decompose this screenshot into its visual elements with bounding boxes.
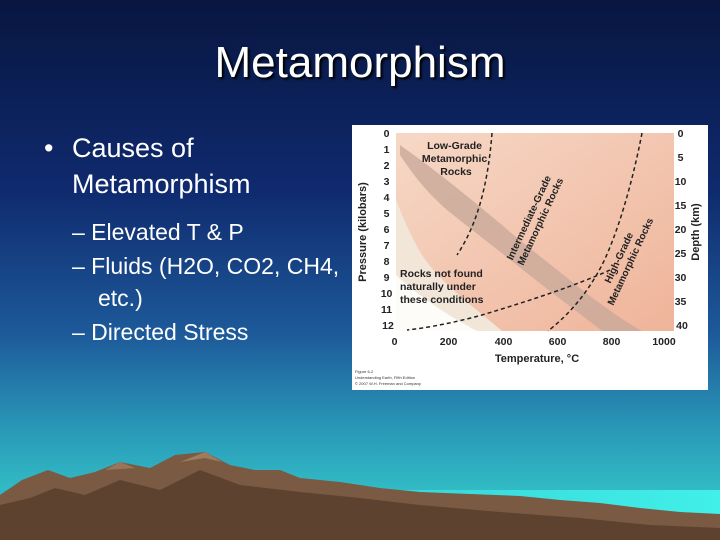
gradient-band: [400, 145, 642, 331]
mountains: [0, 452, 720, 540]
boundary-intermediate-high: [547, 132, 643, 332]
temperature-ticks: 0 200 400 600 800 1000: [392, 336, 676, 348]
sub-bullet-2: – Fluids (H2O, CO2, CH4, etc.): [72, 253, 340, 311]
metamorphism-diagram: 0 1 2 3 4 5 6 7 8 9 10 11 12 0 5 10 15 2…: [352, 125, 708, 390]
depth-ticks: 0 5 10 15 20 25 30 35 40: [675, 128, 690, 332]
not-found-label: Rocks not found naturally under these co…: [400, 268, 486, 306]
sub-bullet-1: – Elevated T & P: [72, 219, 244, 245]
pressure-axis-label: Pressure (kilobars): [357, 182, 369, 282]
temperature-axis-label: Temperature, °C: [495, 353, 579, 365]
boundary-low-intermediate: [456, 132, 493, 256]
boundary-not-found: [406, 269, 611, 331]
pressure-ticks: 0 1 2 3 4 5 6 7 8 9 10 11 12: [381, 128, 396, 332]
metamorphic-region: [396, 133, 674, 331]
bullet-list: • Causes of Metamorphism – Elevated T & …: [40, 130, 350, 348]
no-rock-region: [396, 275, 477, 331]
low-grade-label: Low-Grade Metamorphic Rocks: [422, 140, 490, 178]
depth-axis-label: Depth (km): [690, 203, 702, 261]
bullet-dot: •: [44, 133, 54, 163]
bullet-main-text: Causes of Metamorphism: [72, 133, 251, 199]
figure-credit: Figure 6-2 Understanding Earth, Fifth Ed…: [355, 369, 421, 386]
sub-bullet-3: – Directed Stress: [72, 319, 249, 345]
slide-title: Metamorphism: [214, 38, 506, 87]
bullet-main: • Causes of Metamorphism: [40, 130, 350, 202]
